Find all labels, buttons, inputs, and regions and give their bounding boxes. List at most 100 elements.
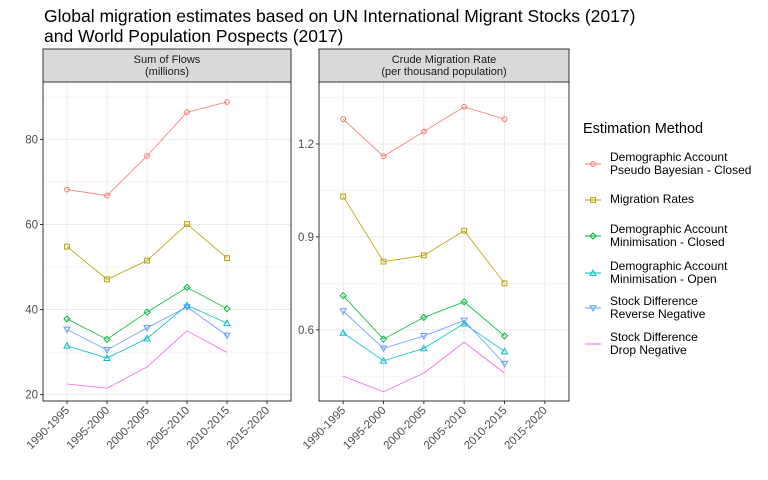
data-point (103, 354, 111, 361)
data-point (224, 99, 230, 105)
legend-key (585, 161, 601, 167)
legend-key (585, 197, 601, 203)
x-tick-label: 2015-2020 (503, 405, 550, 452)
legend-label: Migration Rates (610, 192, 695, 206)
legend: Estimation Method Demographic Account Ps… (583, 121, 751, 357)
chart-title: Global migration estimates based on UN I… (44, 6, 636, 46)
data-point (224, 255, 230, 261)
data-point (143, 334, 151, 342)
data-point (500, 360, 509, 368)
panel-strip-label: Sum of Flows (134, 54, 201, 66)
panel-2: Crude Migration Rate(per thousand popula… (298, 48, 570, 452)
data-point (339, 328, 348, 336)
data-point (461, 103, 468, 110)
x-tick-label: 2005-2010 (422, 405, 469, 452)
panel-border (42, 81, 292, 402)
series-line (342, 310, 505, 365)
data-point (380, 153, 387, 160)
y-tick-label: 0.6 (298, 325, 314, 337)
data-point (461, 227, 468, 234)
x-tick-label: 1995-2000 (341, 405, 388, 452)
data-point (63, 341, 71, 349)
data-point (64, 243, 70, 250)
data-point (420, 252, 427, 259)
data-point (183, 304, 191, 312)
y-tick-label: 20 (25, 390, 38, 402)
data-point (63, 315, 71, 323)
data-point (143, 324, 151, 332)
series-line (66, 286, 228, 340)
legend-label: Demographic Account Minimisation - Close… (610, 222, 728, 249)
panel-strip-label: Crude Migration Rate (392, 54, 497, 66)
x-tick-label: 2010-2015 (462, 405, 509, 452)
data-point (223, 304, 231, 313)
series-line (66, 330, 228, 389)
legend-key (585, 268, 601, 276)
panel-border (318, 81, 570, 402)
data-point (500, 332, 509, 340)
data-point (63, 326, 71, 334)
y-tick-label: 80 (25, 134, 38, 146)
data-point (419, 333, 428, 340)
data-point (184, 221, 190, 227)
data-point (460, 298, 468, 306)
data-point (143, 308, 151, 316)
data-point (103, 347, 111, 354)
legend-label: Stock Difference Drop Negative (610, 330, 698, 357)
legend-marker (589, 232, 597, 240)
legend-title: Estimation Method (583, 121, 704, 137)
y-tick-label: 0.9 (298, 232, 314, 244)
series-line (342, 295, 505, 340)
data-point (460, 319, 469, 327)
data-point (340, 193, 347, 200)
legend-marker (589, 305, 597, 313)
series-line (66, 304, 228, 359)
panel-strip-label: (per thousand population) (381, 66, 506, 78)
data-point (501, 116, 508, 123)
panel-1: Sum of Flows(millions)204060801990-19951… (25, 48, 292, 452)
legend-marker (590, 161, 596, 167)
data-point (380, 258, 387, 265)
legend-marker (590, 197, 596, 203)
data-point (379, 345, 388, 353)
x-tick-label: 2015-2020 (225, 405, 272, 452)
data-point (223, 319, 231, 327)
data-point (419, 344, 428, 352)
x-tick-label: 2000-2005 (382, 405, 429, 452)
data-point (183, 283, 191, 292)
panel-strip (318, 48, 570, 83)
legend-key (585, 305, 601, 313)
data-point (144, 257, 150, 264)
panel-strip-label: (millions) (145, 66, 189, 78)
data-point (420, 128, 427, 135)
panel-strip (42, 48, 292, 83)
legend-marker (589, 268, 597, 276)
data-point (379, 356, 388, 364)
data-point (339, 291, 347, 300)
x-tick-label: 1990-1995 (301, 405, 348, 452)
data-point (223, 332, 231, 340)
series-line (342, 196, 505, 284)
data-point (184, 109, 190, 116)
data-point (339, 308, 348, 316)
data-point (500, 347, 509, 355)
data-point (460, 317, 469, 325)
data-point (379, 335, 388, 343)
series-line (342, 106, 505, 157)
y-tick-label: 60 (25, 219, 38, 231)
data-point (340, 116, 347, 123)
series-line (66, 223, 228, 280)
legend-label: Demographic Account Pseudo Bayesian - Cl… (610, 150, 752, 177)
series-line (66, 101, 228, 196)
data-point (420, 313, 428, 322)
data-point (64, 186, 70, 193)
legend-label: Demographic Account Minimisation - Open (610, 259, 728, 286)
legend-key (585, 232, 601, 240)
data-point (104, 192, 110, 199)
y-tick-label: 1.2 (298, 139, 314, 151)
data-point (501, 280, 508, 287)
data-point (103, 335, 111, 344)
y-tick-label: 40 (25, 305, 38, 317)
series-line (342, 323, 505, 362)
